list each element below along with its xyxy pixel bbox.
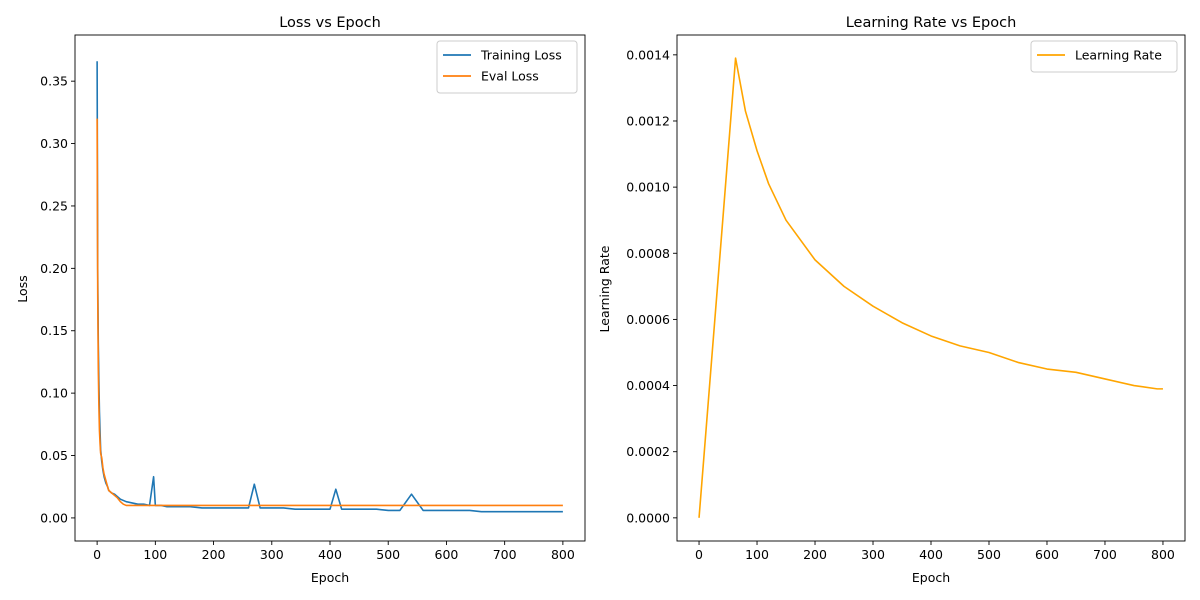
loss-y-tick-label: 0.30 [40, 136, 68, 151]
lr-x-tick-label: 400 [919, 547, 943, 562]
loss-chart-title: Loss vs Epoch [279, 15, 381, 31]
loss-x-tick-label: 400 [318, 547, 342, 562]
loss-x-tick-label: 200 [202, 547, 226, 562]
loss-legend-label-1: Eval Loss [481, 69, 539, 84]
lr-y-tick-label: 0.0014 [626, 47, 670, 62]
lr-legend-label-0: Learning Rate [1075, 48, 1162, 63]
loss-chart-plot-area: 0 100 200 300 400 500 600 700 800 0.00 0.05 0.10 0.1… [40, 34, 586, 562]
loss-y-tick-label: 0.20 [40, 261, 68, 276]
loss-legend-label-0: Training Loss [480, 48, 562, 63]
loss-x-tick-label: 0 [93, 547, 101, 562]
lr-x-tick-label: 800 [1151, 547, 1175, 562]
lr-chart-ylabel: Learning Rate [597, 245, 612, 332]
lr-chart-legend: Learning Rate [1030, 40, 1178, 73]
loss-x-tick-label: 600 [435, 547, 459, 562]
loss-x-tick-label: 800 [551, 547, 575, 562]
loss-chart-legend: Training Loss Eval Loss [436, 40, 578, 94]
loss-y-tick-label: 0.00 [40, 510, 68, 525]
lr-y-tick-label: 0.0004 [626, 378, 670, 393]
lr-legend-box [1030, 40, 1178, 73]
lr-y-tick-label: 0.0006 [626, 312, 670, 327]
loss-x-tick-label: 700 [493, 547, 517, 562]
lr-x-tick-label: 0 [695, 547, 703, 562]
loss-y-tick-label: 0.05 [40, 448, 68, 463]
lr-chart-plot-area: 0 100 200 300 400 500 600 700 800 0.0000 0.0002 0.0… [626, 34, 1186, 562]
loss-y-tick-label: 0.15 [40, 323, 68, 338]
lr-x-tick-label: 100 [745, 547, 769, 562]
loss-x-tick-label: 100 [143, 547, 167, 562]
loss-chart-xlabel: Epoch [311, 570, 349, 585]
lr-x-tick-label: 500 [977, 547, 1001, 562]
lr-y-tick-label: 0.0010 [626, 180, 670, 195]
lr-y-tick-label: 0.0000 [626, 510, 670, 525]
loss-chart: Loss vs Epoch Epoch Loss 0 100 200 300 400 50… [15, 15, 586, 585]
lr-series-line-learning-rate [698, 57, 1163, 518]
lr-y-tick-label: 0.0012 [626, 113, 670, 128]
lr-chart-title: Learning Rate vs Epoch [846, 15, 1017, 31]
lr-x-tick-label: 200 [803, 547, 827, 562]
lr-x-tick-label: 700 [1093, 547, 1117, 562]
lr-x-tick-label: 600 [1035, 547, 1059, 562]
loss-y-tick-label: 0.35 [40, 74, 68, 89]
loss-chart-ylabel: Loss [15, 275, 30, 302]
loss-x-tick-label: 500 [376, 547, 400, 562]
learning-rate-chart: Learning Rate vs Epoch Epoch Learning Ra… [597, 15, 1186, 585]
loss-legend-box [436, 40, 578, 94]
loss-series-line-eval-loss [96, 118, 563, 507]
lr-x-tick-label: 300 [861, 547, 885, 562]
lr-chart-xlabel: Epoch [912, 570, 950, 585]
loss-x-tick-label: 300 [260, 547, 284, 562]
loss-y-tick-label: 0.25 [40, 198, 68, 213]
lr-y-tick-label: 0.0002 [626, 444, 670, 459]
loss-y-tick-label: 0.10 [40, 386, 68, 401]
lr-y-tick-label: 0.0008 [626, 246, 670, 261]
